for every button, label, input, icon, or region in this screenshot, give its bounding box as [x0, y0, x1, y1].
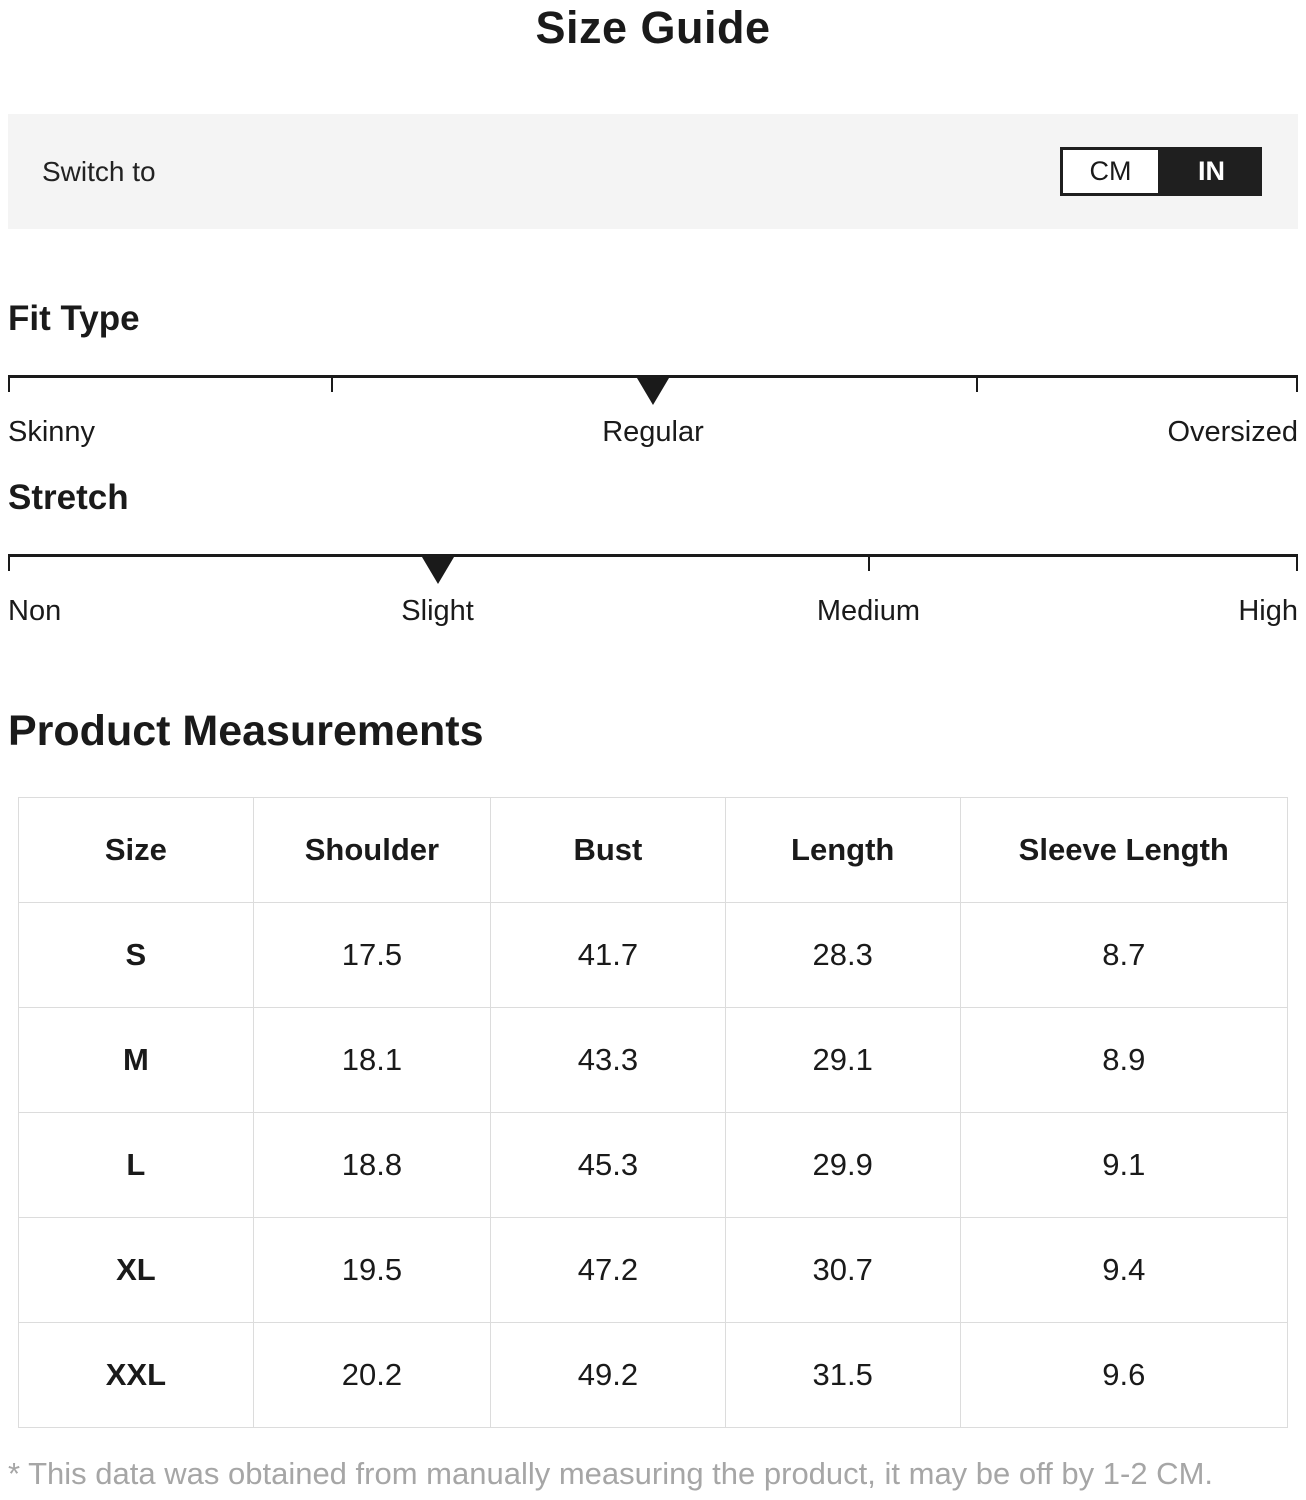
measurement-cell: 9.4: [959, 1217, 1289, 1323]
measurement-cell: 41.7: [490, 902, 726, 1008]
stretch-heading: Stretch: [8, 478, 129, 517]
measurement-cell: 45.3: [490, 1112, 726, 1218]
measurement-cell: 43.3: [490, 1007, 726, 1113]
measurement-cell: 9.1: [959, 1112, 1289, 1218]
slider-tick: [975, 378, 978, 392]
switch-to-label: Switch to: [42, 155, 156, 187]
column-header: Sleeve Length: [959, 797, 1289, 903]
measurement-cell: 29.9: [724, 1112, 961, 1218]
measurement-cell: 17.5: [252, 902, 492, 1008]
column-header: Shoulder: [252, 797, 492, 903]
fit-type-section: Fit Type Skinny Regular Oversized: [0, 299, 1306, 454]
in-button[interactable]: IN: [1161, 147, 1262, 196]
page-title: Size Guide: [535, 2, 771, 53]
slider-tick: [1296, 378, 1298, 392]
stretch-slider-labels: Non Slight Medium High: [8, 595, 1298, 633]
measurements-table: Size Shoulder Bust Length Sleeve Length S 17.…: [18, 797, 1289, 1428]
slider-label-non: Non: [8, 595, 62, 627]
measurement-cell: 19.5: [252, 1217, 492, 1323]
table-row: XXL 20.2 49.2 31.5 9.6: [18, 1322, 1289, 1428]
cm-button[interactable]: CM: [1060, 147, 1161, 196]
table-row: M 18.1 43.3 29.1 8.9: [18, 1007, 1289, 1113]
stretch-section: Stretch Non Slight Medium High: [0, 478, 1306, 633]
slider-label-regular: Regular: [602, 416, 704, 448]
column-header: Size: [18, 797, 254, 903]
measurement-cell: 8.9: [959, 1007, 1289, 1113]
slider-label-skinny: Skinny: [8, 416, 96, 448]
measurement-cell: 18.8: [252, 1112, 492, 1218]
size-cell: XXL: [18, 1322, 254, 1428]
measurement-cell: 29.1: [724, 1007, 961, 1113]
size-cell: L: [18, 1112, 254, 1218]
slider-tick: [868, 557, 871, 571]
slider-label-slight: Slight: [401, 595, 474, 627]
table-header-row: Size Shoulder Bust Length Sleeve Length: [18, 797, 1289, 903]
measurement-cell: 31.5: [724, 1322, 961, 1428]
unit-toggle: CM IN: [1060, 147, 1262, 196]
slider-tick: [8, 378, 10, 392]
column-header: Bust: [490, 797, 726, 903]
slider-label-high: High: [1238, 595, 1298, 627]
product-measurements-heading: Product Measurements: [8, 707, 484, 755]
measurement-cell: 9.6: [959, 1322, 1289, 1428]
fit-type-slider-labels: Skinny Regular Oversized: [8, 416, 1298, 454]
slider-label-oversized: Oversized: [1167, 416, 1298, 448]
measurement-cell: 30.7: [724, 1217, 961, 1323]
fit-type-slider: Skinny Regular Oversized: [8, 375, 1298, 454]
measurement-cell: 28.3: [724, 902, 961, 1008]
measurement-disclaimer: * This data was obtained from manually m…: [8, 1456, 1214, 1491]
measurement-cell: 18.1: [252, 1007, 492, 1113]
stretch-slider: Non Slight Medium High: [8, 554, 1298, 633]
size-cell: XL: [18, 1217, 254, 1323]
table-row: L 18.8 45.3 29.9 9.1: [18, 1112, 1289, 1218]
slider-tick: [8, 557, 10, 571]
slider-tick: [1296, 557, 1298, 571]
column-header: Length: [724, 797, 961, 903]
table-row: XL 19.5 47.2 30.7 9.4: [18, 1217, 1289, 1323]
fit-type-heading: Fit Type: [8, 299, 140, 338]
size-cell: M: [18, 1007, 254, 1113]
slider-marker-icon: [637, 378, 669, 405]
stretch-slider-track: [8, 554, 1298, 585]
unit-switch-bar: Switch to CM IN: [8, 114, 1298, 229]
measurement-cell: 47.2: [490, 1217, 726, 1323]
slider-tick: [330, 378, 333, 392]
measurement-cell: 49.2: [490, 1322, 726, 1428]
slider-marker-icon: [421, 557, 454, 584]
slider-label-medium: Medium: [816, 595, 920, 627]
fit-type-slider-track: [8, 375, 1298, 406]
measurement-cell: 20.2: [252, 1322, 492, 1428]
size-cell: S: [18, 902, 254, 1008]
measurement-cell: 8.7: [959, 902, 1289, 1008]
table-body: S 17.5 41.7 28.3 8.7 M 18.1 43.3 29.1 8.9 L 18.8 45.…: [18, 902, 1289, 1428]
table-row: S 17.5 41.7 28.3 8.7: [18, 902, 1289, 1008]
